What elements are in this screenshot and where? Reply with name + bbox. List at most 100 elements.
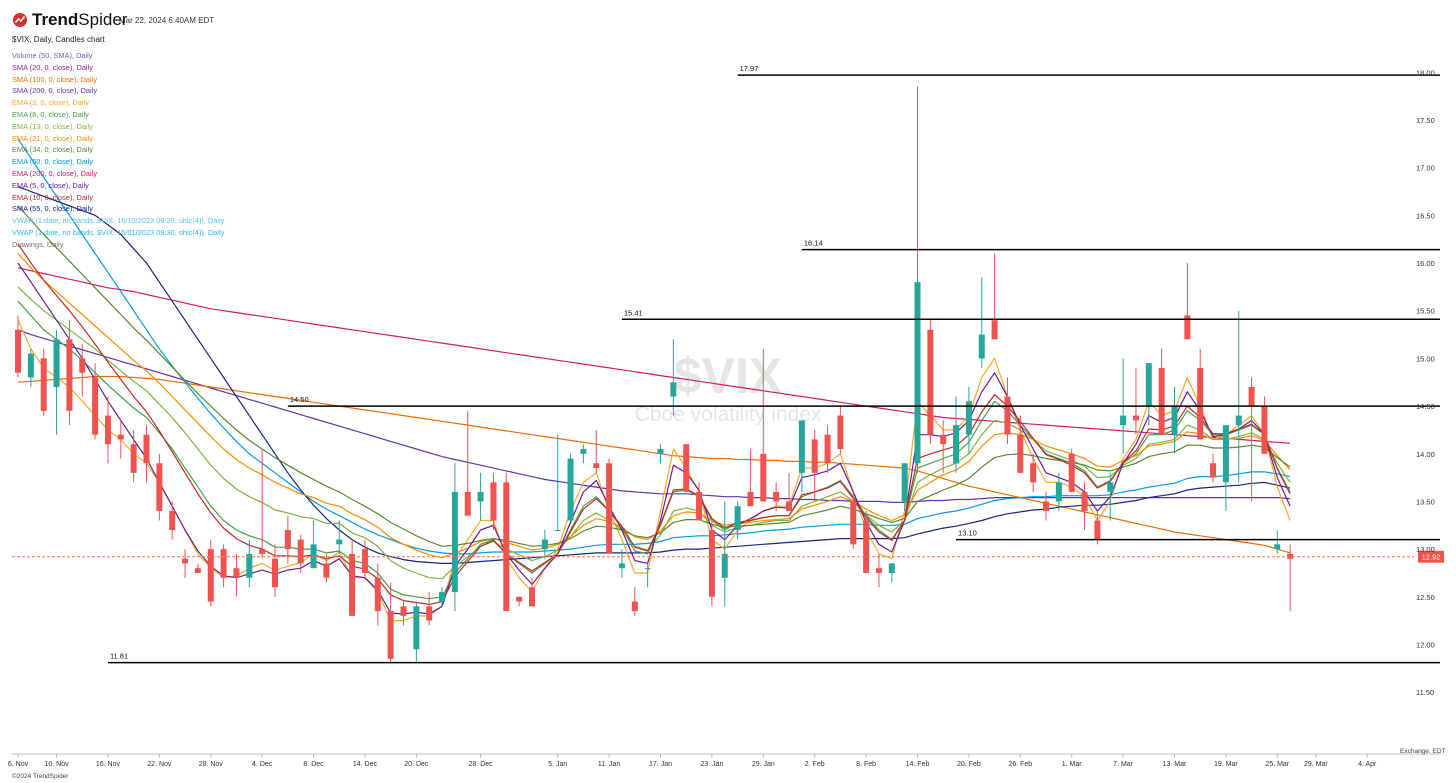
- indicator-legend-item[interactable]: SMA (20, 0, close), Daily: [12, 62, 93, 72]
- level-label: 13.10: [958, 529, 977, 538]
- x-tick-label: 2. Feb: [805, 761, 825, 768]
- candle-body: [143, 434, 150, 464]
- horizontal-levels[interactable]: 17.97 16.14 15.41 14.50 13.10 11.81 12.92: [12, 64, 1444, 664]
- candle-body: [272, 558, 278, 588]
- exchange-label: Exchange: EDT: [1400, 748, 1446, 755]
- candle-body: [606, 463, 613, 554]
- indicator-legend-item[interactable]: EMA (21, 0, close), Daily: [12, 133, 93, 143]
- candle-body: [811, 439, 818, 473]
- candle-body: [953, 425, 960, 464]
- indicator-legend-item[interactable]: EMA (34, 0, close), Daily: [12, 145, 93, 155]
- candle-body: [798, 420, 805, 473]
- x-tick-label: 14. Feb: [906, 761, 930, 768]
- indicator-legend-item[interactable]: EMA (50, 0, close), Daily: [12, 157, 93, 167]
- indicator-legend-item[interactable]: EMA (10, 0, close), Daily: [12, 192, 93, 202]
- x-tick-label: 25. Mar: [1265, 761, 1289, 768]
- indicator-legend-item[interactable]: EMA (3, 0, close), Daily: [12, 98, 89, 108]
- indicator-legend-item[interactable]: SMA (200, 0, close), Daily: [12, 86, 98, 96]
- indicator-legend-item[interactable]: Drawings, Daily: [12, 239, 64, 249]
- candle-body: [259, 549, 266, 554]
- x-tick-label: 29. Mar: [1304, 761, 1328, 768]
- axes: 11.50 12.00 12.50 13.00 13.50 14.00 14.50 15.00…: [8, 68, 1440, 768]
- indicator-legend-item[interactable]: SMA (100, 0, close), Daily: [12, 74, 98, 84]
- candle-body: [1017, 434, 1024, 473]
- x-tick-label: 19. Mar: [1214, 761, 1238, 768]
- candle-body: [194, 568, 201, 573]
- x-tick-label: 17. Jan: [649, 761, 672, 768]
- candle-body: [940, 434, 947, 445]
- indicator-legend-item[interactable]: EMA (200, 0, close), Daily: [12, 168, 98, 178]
- brand-logo: TrendSpider: [12, 10, 127, 30]
- candle-body: [657, 448, 664, 454]
- candle-body: [901, 463, 908, 502]
- x-tick-label: 14. Dec: [353, 761, 378, 768]
- y-tick-label: 11.50: [1416, 688, 1434, 697]
- candle-body: [1210, 463, 1217, 478]
- candle-body: [53, 339, 60, 387]
- x-tick-label: 22. Nov: [147, 761, 172, 768]
- indicator-legend-item[interactable]: SMA (55, 0, close), Daily: [12, 204, 93, 214]
- x-tick-label: 13. Mar: [1163, 761, 1187, 768]
- candle-body: [567, 458, 574, 521]
- indicator-legend-item[interactable]: EMA (8, 0, close), Daily: [12, 109, 89, 119]
- symbol-line[interactable]: $VIX, Daily, Candles chart: [12, 35, 105, 44]
- watermark-symbol: $VIX: [674, 348, 782, 404]
- candle-body: [927, 329, 934, 435]
- candle-body: [631, 601, 638, 612]
- candle-body: [708, 530, 715, 597]
- candle-body: [786, 501, 792, 511]
- candle-body: [1197, 367, 1204, 440]
- candle-body: [1171, 406, 1178, 435]
- candle-body: [156, 463, 163, 511]
- x-tick-label: 28. Nov: [199, 761, 224, 768]
- candle-body: [991, 320, 998, 340]
- candle-body: [1287, 553, 1294, 559]
- candle-body: [1184, 315, 1191, 340]
- y-tick-label: 18.00: [1416, 68, 1435, 77]
- candle-body: [554, 530, 561, 532]
- candle-body: [888, 563, 895, 573]
- candle-body: [503, 482, 510, 612]
- candle-body: [1055, 482, 1062, 502]
- x-tick-label: 1. Mar: [1062, 761, 1083, 768]
- candle-body: [361, 549, 368, 573]
- candle-body: [760, 453, 767, 502]
- candle-body: [1132, 415, 1139, 421]
- indicator-legend-item[interactable]: EMA (13, 0, close), Daily: [12, 121, 93, 131]
- candle-body: [837, 415, 844, 449]
- candle-body: [451, 491, 458, 593]
- candle-body: [1043, 501, 1049, 511]
- candle-body: [117, 434, 124, 440]
- y-tick-label: 14.00: [1416, 450, 1435, 459]
- x-tick-label: 26. Feb: [1008, 761, 1032, 768]
- candle-body: [104, 415, 111, 445]
- candle-body: [721, 553, 728, 578]
- candle-body: [1120, 415, 1127, 426]
- candle-body: [426, 606, 433, 621]
- candle-body: [374, 577, 381, 612]
- y-tick-label: 13.00: [1416, 545, 1435, 554]
- y-tick-label: 12.50: [1416, 593, 1435, 602]
- candle-body: [541, 539, 548, 550]
- candle-body: [297, 539, 304, 564]
- x-tick-label: 8. Dec: [303, 761, 324, 768]
- indicator-line: [17, 205, 1291, 547]
- indicator-legend-item[interactable]: EMA (5, 0, close), Daily: [12, 180, 89, 190]
- candle-body: [747, 491, 754, 507]
- indicator-line: [17, 300, 1291, 600]
- candle-body: [1081, 491, 1088, 511]
- y-tick-label: 16.00: [1416, 259, 1435, 268]
- candle-body: [130, 444, 137, 473]
- candle-body: [477, 491, 484, 502]
- indicator-legend-item[interactable]: VWAP (1 date, no bands, $VIX, 16/10/2023…: [12, 216, 225, 226]
- indicator-legend-item[interactable]: VWAP (1 date, no bands, $VIX, 15/01/2023…: [12, 227, 225, 237]
- x-tick-label: 20. Dec: [404, 761, 429, 768]
- x-tick-label: 28. Dec: [469, 761, 494, 768]
- brand-name: TrendSpider: [32, 10, 128, 29]
- candle-body: [1235, 415, 1242, 426]
- candle-body: [284, 530, 291, 550]
- candle-body: [1222, 425, 1229, 483]
- indicator-legend-item[interactable]: Volume (50, SMA), Daily: [12, 51, 93, 60]
- candle-body: [773, 491, 780, 502]
